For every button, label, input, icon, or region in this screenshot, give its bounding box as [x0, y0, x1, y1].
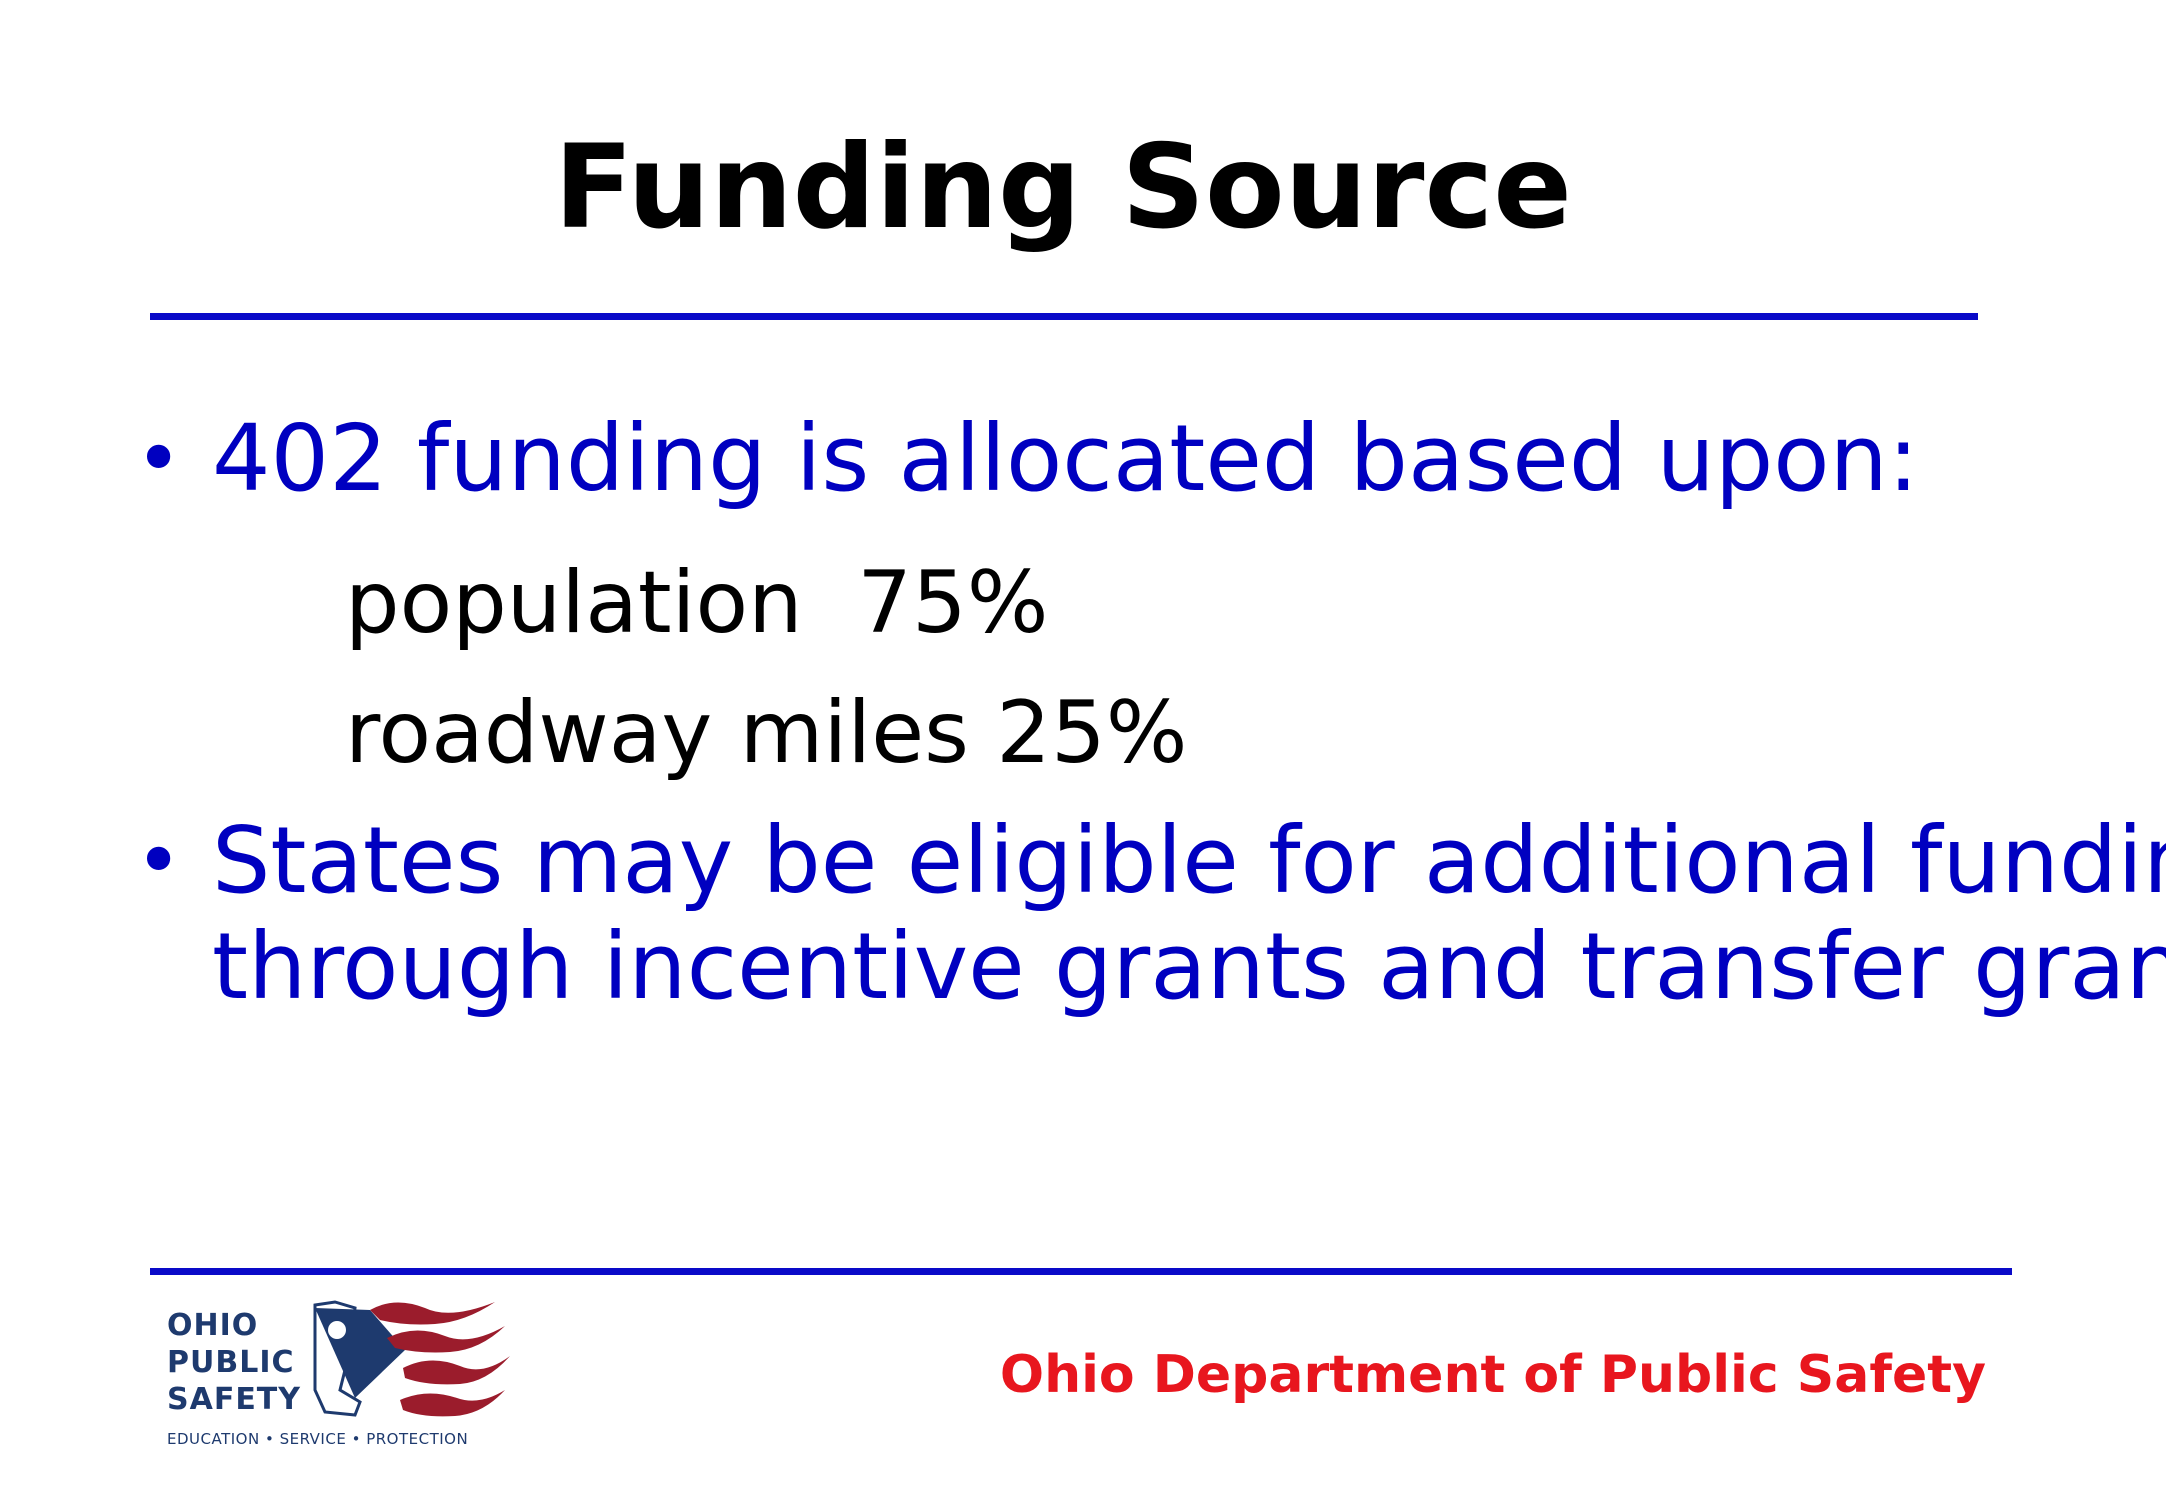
bullet-dot-icon: • [135, 412, 183, 505]
sub-item-population: population 75% [345, 553, 1049, 653]
logo-tagline: EDUCATION • SERVICE • PROTECTION [167, 1430, 469, 1448]
logo-word-safety: SAFETY [167, 1382, 301, 1417]
bullet-text: States may be eligible for additional fu… [212, 807, 2166, 1020]
slide-title: Funding Source [554, 120, 1572, 255]
bullet-dot-icon: • [135, 814, 183, 907]
footer-divider [150, 1268, 2012, 1275]
footer-organization: Ohio Department of Public Safety [999, 1345, 1986, 1405]
title-divider [150, 313, 1978, 320]
ohio-public-safety-logo: OHIO PUBLIC SAFETY EDUCATION • SERVICE •… [165, 1290, 515, 1460]
flag-emblem-icon [313, 1300, 510, 1417]
logo-word-ohio: OHIO [167, 1308, 259, 1343]
bullet-text: 402 funding is allocated based upon: [212, 405, 1919, 512]
sub-item-roadway-miles: roadway miles 25% [345, 683, 1188, 783]
logo-word-public: PUBLIC [167, 1345, 295, 1380]
